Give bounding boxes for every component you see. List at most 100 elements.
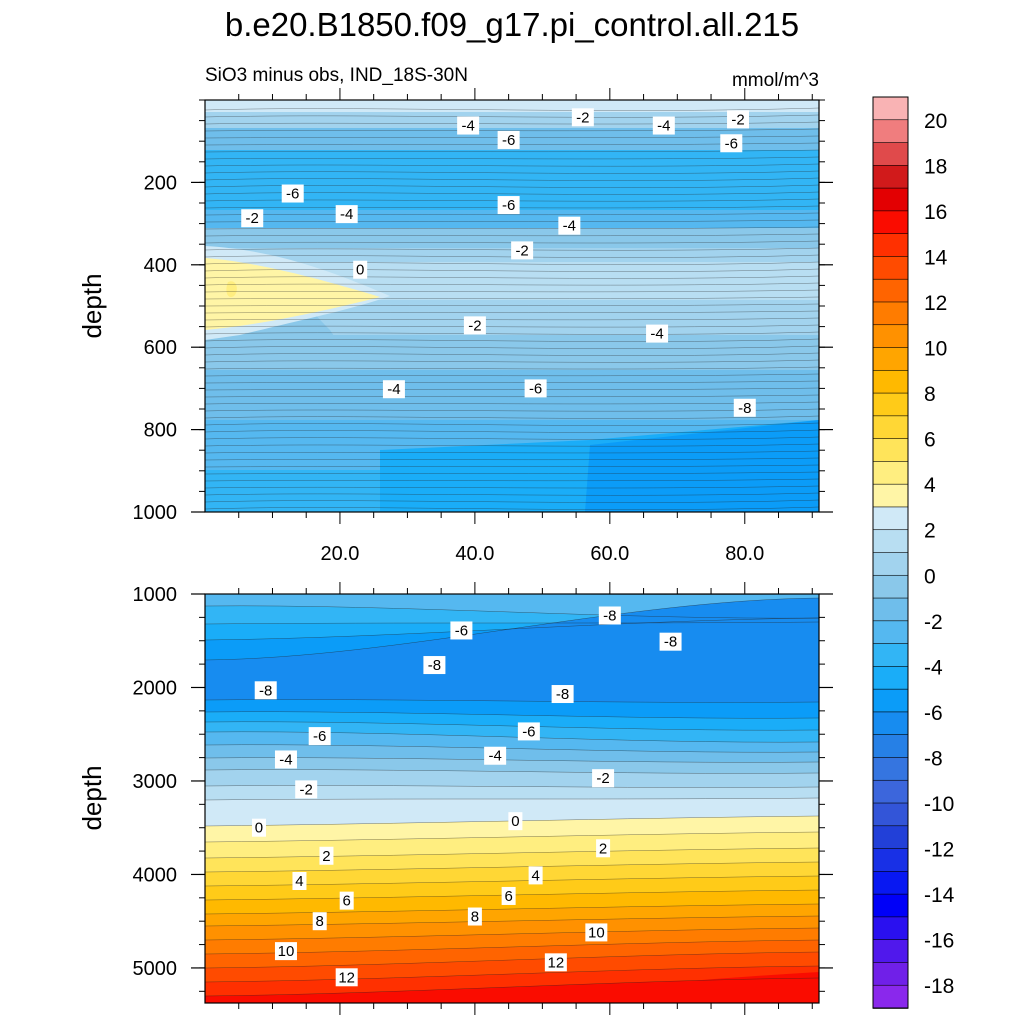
upper-positive-region — [205, 258, 380, 330]
contour-label: -4 — [488, 748, 501, 765]
upper-contour-line — [205, 317, 819, 321]
upper-contour-line — [205, 198, 819, 202]
contour-label: 10 — [588, 924, 605, 941]
colorbar-swatch — [872, 210, 909, 235]
colorbar-tick-label: 0 — [924, 565, 936, 588]
colorbar-swatch — [872, 506, 909, 531]
colorbar-tick-label: 16 — [924, 201, 947, 224]
contour-label: -6 — [725, 135, 738, 152]
colorbar-swatch — [872, 415, 909, 440]
contour-label: -8 — [556, 686, 569, 703]
contour-label-bg — [592, 769, 615, 788]
colorbar-tick-label: -10 — [924, 793, 954, 816]
x-tick-label: 20.0 — [320, 543, 359, 565]
upper-contour-line — [205, 107, 819, 111]
contour-label-bg — [274, 942, 297, 961]
y-tick-label: 5000 — [133, 958, 178, 980]
upper-ylabel: depth — [77, 273, 107, 338]
contour-label: 8 — [316, 913, 324, 930]
colorbar-swatch — [872, 165, 909, 189]
contour-label-bg — [585, 923, 608, 942]
lower-contour-line — [205, 711, 819, 719]
lower-ylabel: depth — [77, 765, 107, 830]
lower-contour-line — [205, 699, 819, 703]
colorbar-tick-label: 2 — [924, 520, 936, 543]
upper-contour-line — [205, 380, 819, 384]
upper-contour-line — [205, 359, 819, 363]
upper-contour-line — [205, 114, 819, 118]
upper-contour-line — [205, 310, 819, 314]
colorbar-tick-label: 20 — [924, 110, 947, 133]
upper-contour-line — [205, 415, 819, 419]
contour-label: 0 — [255, 820, 263, 837]
contour-label: -4 — [657, 118, 670, 135]
colorbar-tick-label: 18 — [924, 155, 947, 178]
y-tick-label: 2000 — [133, 677, 178, 699]
contour-label: -2 — [576, 109, 589, 126]
contour-label-bg — [733, 398, 756, 417]
colorbar-frame — [872, 96, 909, 1009]
upper-contour-line — [205, 422, 819, 426]
contour-label: -4 — [387, 381, 400, 398]
upper-contour-line — [205, 478, 819, 482]
upper-contour-line — [205, 191, 819, 195]
y-tick-label: 600 — [144, 337, 177, 359]
colorbar-tick-label: 10 — [924, 338, 947, 361]
contour-label-bg — [524, 379, 547, 398]
colorbar-tick-label: 14 — [924, 246, 948, 269]
colorbar-tick-label: -6 — [924, 702, 943, 725]
upper-band — [205, 370, 819, 420]
contour-label-bg — [251, 818, 266, 837]
contour-label-bg — [292, 872, 307, 891]
upper-contour-line — [205, 303, 819, 307]
contour-label: -6 — [313, 728, 326, 745]
upper-contour-line — [205, 128, 819, 132]
contour-label-bg — [353, 260, 368, 279]
colorbar-tick-label: 6 — [924, 429, 936, 452]
contour-label-bg — [308, 727, 331, 746]
upper-contour-line — [205, 450, 819, 454]
lower-contour-line — [205, 951, 819, 969]
contour-label: -6 — [455, 622, 468, 639]
lower-contour-line — [205, 721, 819, 731]
contour-label-bg — [312, 912, 327, 931]
colorbar-tick-label: -2 — [924, 611, 943, 634]
upper-contour-line — [205, 156, 819, 160]
colorbar-swatch — [872, 187, 909, 212]
chart-title: b.e20.B1850.f09_g17.pi_control.all.215 — [225, 6, 799, 43]
upper-contour-line — [205, 457, 819, 461]
contour-label: -4 — [461, 118, 474, 135]
colorbar-swatch — [872, 757, 909, 782]
colorbar-swatch — [872, 620, 909, 645]
contour-label-bg — [646, 324, 669, 343]
contour-label: -4 — [279, 751, 292, 768]
upper-contour-line — [205, 366, 819, 370]
upper-contour-line — [205, 177, 819, 181]
colorbar-swatch — [872, 552, 909, 577]
y-tick-label: 400 — [144, 255, 177, 277]
contour-label-bg — [517, 722, 540, 741]
colorbar-swatch — [872, 278, 909, 303]
colorbar-swatch — [872, 96, 909, 121]
colorbar-swatch — [872, 779, 909, 804]
contour-label-bg — [544, 953, 567, 972]
contour-label: -2 — [246, 210, 259, 227]
upper-contour-line — [205, 268, 819, 272]
x-tick-label: 80.0 — [725, 543, 764, 565]
contour-label: -6 — [286, 186, 299, 203]
contour-label-bg — [596, 839, 611, 858]
colorbar-swatch — [872, 734, 909, 759]
contour-label: 12 — [338, 969, 355, 986]
contour-label-bg — [551, 685, 574, 704]
contour-label: -2 — [731, 111, 744, 128]
contour-label-bg — [274, 750, 297, 769]
colorbar-swatch — [872, 347, 909, 372]
colorbar-swatch — [872, 256, 909, 280]
upper-contour-line — [205, 233, 819, 237]
contour-label-bg — [254, 681, 277, 700]
lower-deep-core — [500, 972, 819, 1003]
contour-label-bg — [558, 216, 581, 235]
contour-label-bg — [450, 621, 473, 640]
colorbar-swatch — [872, 369, 909, 394]
